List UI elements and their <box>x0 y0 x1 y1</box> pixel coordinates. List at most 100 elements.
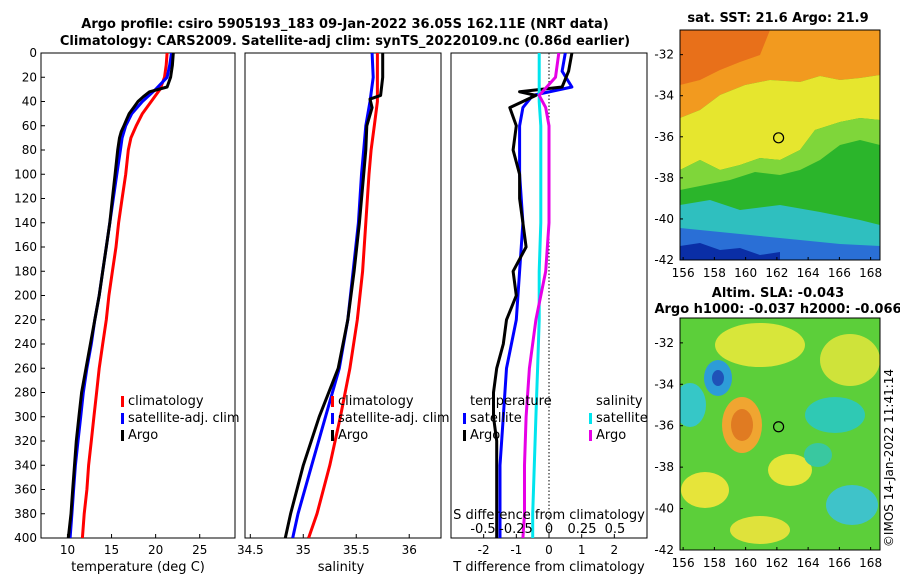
depth-tick-label: 120 <box>14 192 37 206</box>
lon-tick-label: 168 <box>859 556 882 570</box>
legend-swatch-argo <box>121 430 124 441</box>
sla-blob <box>826 485 878 525</box>
sst-warmest-region <box>680 30 770 85</box>
temperature-axis-ticks: 10 15 20 25 <box>60 534 207 557</box>
lon-tick-label: 166 <box>828 266 851 280</box>
lon-tick-label: 162 <box>765 266 788 280</box>
sst-mild-region <box>680 75 880 170</box>
lon-tick-label: 158 <box>703 266 726 280</box>
lat-tick-label: -34 <box>654 89 674 103</box>
legend-label-argo: Argo <box>338 428 368 443</box>
sst-map-title: sat. SST: 21.6 Argo: 21.9 <box>687 11 868 26</box>
depth-tick-label: 0 <box>29 46 37 60</box>
sla-blob <box>681 472 729 508</box>
lat-tick-label: -36 <box>654 419 674 433</box>
series-line-climatology <box>307 53 379 538</box>
lat-tick-label: -40 <box>654 502 674 516</box>
depth-tick-label: 40 <box>22 95 37 109</box>
temperature-legend: climatology satellite-adj. clim Argo <box>121 394 240 443</box>
depth-tick-label: 160 <box>14 240 37 254</box>
x-tick-label: 20 <box>148 543 163 557</box>
sla-blob <box>768 454 812 486</box>
series-line-temperature-argo <box>492 53 574 538</box>
sla-map-ticks: 156 158 160 162 164 166 168 -32 -34 -36 -38 -40 -42 <box>654 336 882 570</box>
imos-watermark: ©IMOS 14-Jan-2022 11:41:14 <box>882 369 896 547</box>
sla-blob <box>820 334 880 386</box>
depth-tick-label: 340 <box>14 458 37 472</box>
depth-tick-label: 260 <box>14 361 37 375</box>
lat-tick-label: -38 <box>654 460 674 474</box>
legend-swatch-satellite <box>463 413 466 424</box>
series-line-argo <box>66 53 175 538</box>
lat-tick-label: -32 <box>654 336 674 350</box>
lat-tick-label: -36 <box>654 130 674 144</box>
depth-tick-label: 140 <box>14 216 37 230</box>
lat-tick-label: -32 <box>654 48 674 62</box>
lat-tick-label: -42 <box>654 543 674 557</box>
legend-label-s-satellite: satellite <box>596 411 648 426</box>
temperature-profile-lines <box>66 53 175 538</box>
temperature-xlabel: temperature (deg C) <box>71 560 205 575</box>
sst-map-ticks: 156 158 160 162 164 166 168 -32 -34 -36 -38 -40 -42 <box>654 48 882 280</box>
sst-map-frame <box>679 29 881 261</box>
legend-label-argo: Argo <box>470 428 500 443</box>
difference-panel: -2 -1 0 1 2 T difference from climatology S … <box>450 52 648 575</box>
depth-tick-label: 400 <box>14 531 37 545</box>
lon-tick-label: 156 <box>672 556 695 570</box>
sla-blob <box>715 323 805 367</box>
legend-swatch-s-argo <box>589 430 592 441</box>
sla-cold-eddy-core <box>712 370 724 386</box>
depth-tick-label: 300 <box>14 410 37 424</box>
sla-map-title-line1: Altim. SLA: -0.043 <box>712 286 844 301</box>
series-line-salinity-satellite <box>531 53 543 538</box>
temperature-difference-legend: temperature satellite Argo <box>463 394 552 443</box>
legend-label-satellite: satellite-adj. clim <box>338 411 450 426</box>
x-tick-label: 10 <box>60 543 75 557</box>
lat-tick-label: -42 <box>654 253 674 267</box>
salinity-difference-legend: salinity satellite Argo <box>589 394 648 443</box>
legend-label-argo: Argo <box>128 428 158 443</box>
s-tick-label: -0.5 <box>470 522 495 537</box>
temperature-panel: 0 20 40 60 80 100 120 140 160 180 200 220 240 260 280 3… <box>14 46 455 575</box>
depth-tick-label: 280 <box>14 386 37 400</box>
series-line-salinity-argo <box>521 53 561 538</box>
legend-label-satellite: satellite <box>470 411 522 426</box>
lat-tick-label: -40 <box>654 212 674 226</box>
lon-tick-label: 164 <box>797 266 820 280</box>
depth-tick-label: 240 <box>14 337 37 351</box>
salinity-panel: 34.5 35 35.5 36 salinity climatology satell… <box>237 52 450 575</box>
salinity-axes-frame <box>244 52 442 539</box>
sst-heatmap <box>680 30 880 260</box>
x-tick-label: 2 <box>611 543 619 557</box>
depth-tick-label: 20 <box>22 70 37 84</box>
sst-coldest-region <box>680 243 780 260</box>
lon-tick-label: 162 <box>765 556 788 570</box>
legend-label-s-argo: Argo <box>596 428 626 443</box>
sst-map-panel: sat. SST: 21.6 Argo: 21.9 156 158 160 162 16… <box>654 11 882 280</box>
sla-blob <box>804 443 832 467</box>
lon-tick-label: 164 <box>797 556 820 570</box>
lon-tick-label: 160 <box>734 266 757 280</box>
x-tick-label: 25 <box>192 543 207 557</box>
depth-tick-label: 320 <box>14 434 37 448</box>
sla-heatmap <box>680 318 880 550</box>
sst-transition-region <box>680 118 880 190</box>
series-line-climatology <box>80 53 169 538</box>
lon-tick-label: 156 <box>672 266 695 280</box>
x-tick-label: 35.5 <box>343 543 370 557</box>
x-tick-label: 15 <box>104 543 119 557</box>
salinity-legend: climatology satellite-adj. clim Argo <box>331 394 450 443</box>
sla-map-panel: Altim. SLA: -0.043 Argo h1000: -0.037 h2… <box>654 286 900 570</box>
salinity-profile-lines <box>283 53 385 538</box>
depth-tick-label: 380 <box>14 507 37 521</box>
x-tick-label: 0 <box>545 543 553 557</box>
s-tick-label: -0.25 <box>499 522 533 537</box>
x-tick-label: -1 <box>510 543 522 557</box>
s-tick-label: 0.25 <box>568 522 597 537</box>
x-tick-label: 34.5 <box>237 543 264 557</box>
lon-tick-label: 160 <box>734 556 757 570</box>
lat-tick-label: -38 <box>654 171 674 185</box>
depth-tick-label: 180 <box>14 264 37 278</box>
salinity-axis-ticks: 34.5 35 35.5 36 <box>237 534 417 557</box>
